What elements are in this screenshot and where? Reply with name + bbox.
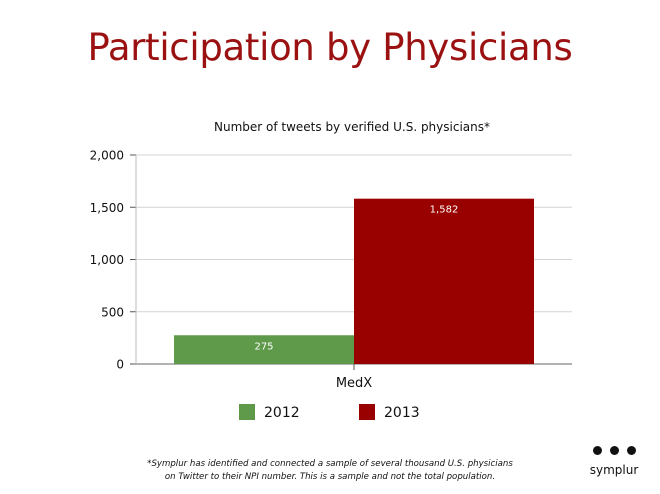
footnote: *Symplur has identified and connected a … [120,458,540,484]
y-tick-label: 1,500 [90,201,124,215]
bar-2013 [354,198,534,364]
legend-swatch-2013 [359,404,375,420]
data-label-2013: 1,582 [430,205,459,216]
footnote-line-1: *Symplur has identified and connected a … [147,459,513,469]
y-tick-label: 1,000 [90,253,124,267]
legend-label-2013: 2013 [384,405,420,421]
bar-2012 [174,335,354,364]
logo-dot [626,446,636,455]
legend-label-2012: 2012 [264,405,300,421]
logo-dot [592,446,602,455]
chart-title: Number of tweets by verified U.S. physic… [214,120,490,134]
y-tick-label: 500 [101,305,124,319]
logo-dots [584,446,644,455]
logo-name: symplur [589,463,639,477]
logo-dot [609,446,619,455]
bar-chart: Number of tweets by verified U.S. physic… [90,120,572,421]
y-tick-label: 0 [116,358,124,372]
y-tick-label: 2,000 [90,149,124,163]
data-label-2012: 275 [254,341,273,352]
footnote-line-2: on Twitter to their NPI number. This is … [164,472,496,482]
legend-swatch-2012 [239,404,255,420]
x-category-label: MedX [336,376,372,391]
slide-title: Participation by Physicians [87,26,573,69]
symplur-logo: symplur [584,446,644,477]
